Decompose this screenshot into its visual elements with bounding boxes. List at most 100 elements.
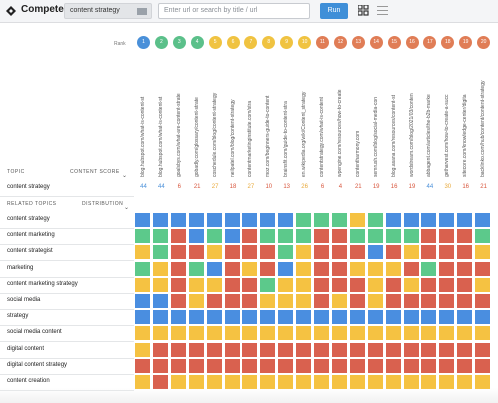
distribution-cell[interactable] xyxy=(259,341,277,358)
distribution-cell[interactable] xyxy=(348,260,366,277)
distribution-cell[interactable] xyxy=(456,357,474,374)
distribution-cell[interactable] xyxy=(295,244,313,261)
result-url-link[interactable]: contentharmony.com xyxy=(354,130,361,177)
distribution-cell[interactable] xyxy=(151,212,169,228)
distribution-cell[interactable] xyxy=(438,212,456,228)
distribution-cell[interactable] xyxy=(151,341,169,358)
distribution-cell[interactable] xyxy=(241,276,259,293)
distribution-cell[interactable] xyxy=(187,357,205,374)
distribution-cell[interactable] xyxy=(205,228,223,245)
distribution-cell[interactable] xyxy=(313,341,330,358)
result-url-link[interactable]: semrush.com/blog/social-media-con xyxy=(372,96,379,177)
distribution-cell[interactable] xyxy=(223,276,241,293)
distribution-cell[interactable] xyxy=(330,325,348,342)
result-url-link[interactable]: blog.asana.com/resources/content-st xyxy=(390,95,397,177)
distribution-cell[interactable] xyxy=(402,228,420,245)
distribution-cell[interactable] xyxy=(348,228,366,245)
result-url-link[interactable]: goalsbys.com/what-are-content-strate xyxy=(175,93,182,177)
distribution-cell[interactable] xyxy=(169,228,187,245)
distribution-cell[interactable] xyxy=(420,341,438,358)
distribution-cell[interactable] xyxy=(277,357,295,374)
distribution-cell[interactable] xyxy=(366,244,384,261)
distribution-cell[interactable] xyxy=(259,309,277,326)
distribution-cell[interactable] xyxy=(134,276,151,293)
distribution-cell[interactable] xyxy=(151,309,169,326)
distribution-cell[interactable] xyxy=(277,325,295,342)
result-url-link[interactable]: getharvest.com/how-to-create-a-succ xyxy=(444,94,451,177)
distribution-cell[interactable] xyxy=(456,309,474,326)
distribution-cell[interactable] xyxy=(438,293,456,309)
result-url-link[interactable]: contentstrategy.com/what-is-content xyxy=(319,97,325,177)
distribution-cell[interactable] xyxy=(330,244,348,261)
distribution-cell[interactable] xyxy=(151,325,169,342)
distribution-cell[interactable] xyxy=(277,244,295,261)
distribution-cell[interactable] xyxy=(205,244,223,261)
distribution-cell[interactable] xyxy=(223,293,241,309)
distribution-cell[interactable] xyxy=(241,212,259,228)
distribution-cell[interactable] xyxy=(456,260,474,277)
result-url-link[interactable]: gobadly.com/glossary/content-strate xyxy=(193,97,200,177)
distribution-cell[interactable] xyxy=(474,309,492,326)
distribution-cell[interactable] xyxy=(151,357,169,374)
distribution-cell[interactable] xyxy=(295,341,313,358)
distribution-cell[interactable] xyxy=(295,276,313,293)
distribution-cell[interactable] xyxy=(169,260,187,277)
distribution-cell[interactable] xyxy=(313,325,330,342)
distribution-cell[interactable] xyxy=(402,293,420,309)
distribution-cell[interactable] xyxy=(474,276,492,293)
grid-view-icon[interactable] xyxy=(358,5,369,16)
content-score-header[interactable]: CONTENT SCORE xyxy=(70,169,120,175)
content-score-sort-icon[interactable]: ⌄ xyxy=(122,173,128,179)
result-url-link[interactable]: contentmarketinginstitute.com/stra xyxy=(247,100,254,177)
distribution-cell[interactable] xyxy=(420,244,438,261)
distribution-cell[interactable] xyxy=(134,260,151,277)
distribution-cell[interactable] xyxy=(169,309,187,326)
distribution-cell[interactable] xyxy=(420,309,438,326)
result-url-link[interactable]: brainsfit.com/guide-to-content-stra xyxy=(283,101,290,177)
distribution-cell[interactable] xyxy=(259,357,277,374)
result-url-link[interactable]: neilpatel.com/blog/content-strategy xyxy=(229,99,236,177)
distribution-cell[interactable] xyxy=(134,341,151,358)
distribution-cell[interactable] xyxy=(438,244,456,261)
distribution-cell[interactable] xyxy=(438,228,456,245)
distribution-cell[interactable] xyxy=(241,228,259,245)
distribution-cell[interactable] xyxy=(169,325,187,342)
distribution-cell[interactable] xyxy=(151,260,169,277)
distribution-cell[interactable] xyxy=(187,212,205,228)
distribution-cell[interactable] xyxy=(277,276,295,293)
distribution-cell[interactable] xyxy=(330,357,348,374)
distribution-cell[interactable] xyxy=(384,325,402,342)
distribution-cell[interactable] xyxy=(474,341,492,358)
distribution-cell[interactable] xyxy=(330,309,348,326)
distribution-cell[interactable] xyxy=(348,244,366,261)
distribution-cell[interactable] xyxy=(474,325,492,342)
distribution-cell[interactable] xyxy=(438,260,456,277)
distribution-cell[interactable] xyxy=(187,293,205,309)
country-flag-icon[interactable] xyxy=(137,8,147,15)
distribution-cell[interactable] xyxy=(330,276,348,293)
distribution-cell[interactable] xyxy=(366,293,384,309)
distribution-cell[interactable] xyxy=(134,212,151,228)
distribution-cell[interactable] xyxy=(456,293,474,309)
result-url-link[interactable]: blog.hubspot.com/what-is-content-st xyxy=(140,96,146,177)
distribution-cell[interactable] xyxy=(456,325,474,342)
distribution-header[interactable]: DISTRIBUTION xyxy=(82,201,124,207)
distribution-cell[interactable] xyxy=(151,244,169,261)
list-view-icon[interactable] xyxy=(377,5,388,16)
distribution-cell[interactable] xyxy=(348,309,366,326)
distribution-cell[interactable] xyxy=(474,244,492,261)
distribution-cell[interactable] xyxy=(295,228,313,245)
distribution-cell[interactable] xyxy=(187,244,205,261)
distribution-cell[interactable] xyxy=(187,325,205,342)
distribution-cell[interactable] xyxy=(330,341,348,358)
distribution-cell[interactable] xyxy=(151,293,169,309)
distribution-cell[interactable] xyxy=(313,260,330,277)
distribution-cell[interactable] xyxy=(134,325,151,342)
distribution-cell[interactable] xyxy=(295,293,313,309)
distribution-cell[interactable] xyxy=(241,357,259,374)
distribution-cell[interactable] xyxy=(402,212,420,228)
distribution-cell[interactable] xyxy=(259,260,277,277)
distribution-cell[interactable] xyxy=(456,341,474,358)
distribution-cell[interactable] xyxy=(402,276,420,293)
distribution-cell[interactable] xyxy=(384,228,402,245)
